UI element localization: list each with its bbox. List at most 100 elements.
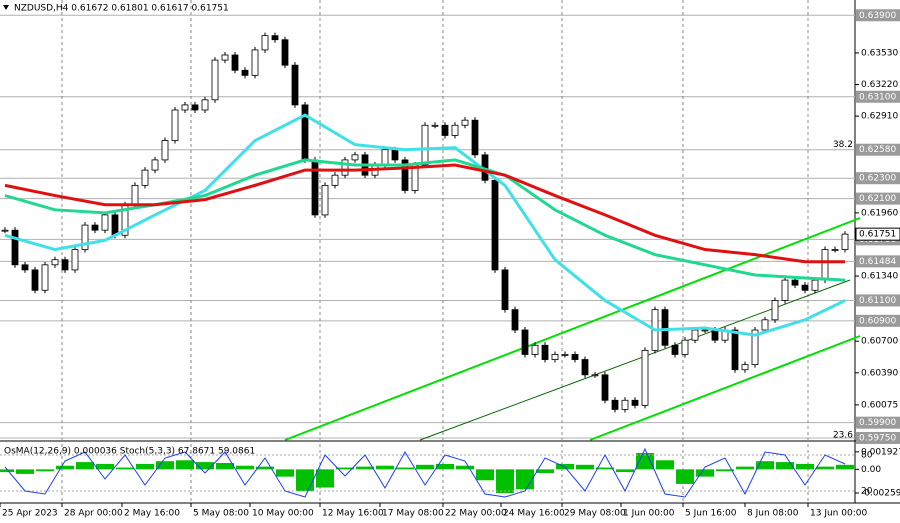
x-tick-label: 1 Jun 00:00 — [623, 509, 675, 519]
osma-bar — [616, 469, 634, 473]
osma-bar — [276, 469, 294, 477]
candle — [171, 109, 179, 141]
level-label-box — [856, 9, 900, 22]
candle — [511, 309, 519, 331]
candle — [701, 329, 709, 332]
candle — [681, 339, 689, 355]
stoch-tick-label: 80 — [861, 451, 873, 461]
y-tick-label: 0.60390 — [861, 368, 898, 378]
candle — [631, 399, 639, 406]
candle — [441, 124, 449, 136]
candle — [381, 149, 389, 166]
candle — [691, 329, 699, 341]
osma-bar — [76, 462, 94, 470]
candle — [111, 214, 119, 236]
osma-bar — [0, 469, 14, 473]
osma-bar — [776, 462, 794, 470]
level-label-box — [856, 255, 900, 268]
level-label-box — [856, 90, 900, 103]
osma-bar — [236, 465, 254, 470]
candle — [391, 149, 399, 161]
indicator-title: OsMA(12,26,9) 0.000036 Stoch(5,3,3) 67.8… — [4, 447, 255, 457]
osma-bar — [536, 469, 554, 473]
candle — [131, 184, 139, 206]
osma-bar — [756, 461, 774, 470]
candle — [301, 104, 309, 161]
level-label: 0.59900 — [859, 418, 896, 428]
candle — [521, 329, 529, 355]
x-tick-label: 25 Apr 2023 — [2, 509, 58, 519]
candle — [731, 329, 739, 371]
osma-bar — [716, 469, 734, 472]
y-tick-label: 0.62910 — [861, 112, 898, 122]
y-tick-label: 0.00 — [861, 465, 881, 475]
osma-bar — [376, 465, 394, 470]
osma-bar — [416, 464, 434, 470]
level-label: 0.60900 — [859, 316, 896, 326]
osma-bar — [36, 469, 54, 472]
candle — [221, 54, 229, 61]
candle — [801, 284, 809, 291]
candle — [821, 249, 829, 281]
candle — [11, 229, 19, 266]
x-tick-label: 8 Jun 08:00 — [747, 509, 799, 519]
osma-bar — [136, 463, 154, 470]
candle — [571, 354, 579, 360]
osma-bar — [216, 463, 234, 470]
x-tick-label: 13 Jun 00:00 — [810, 509, 867, 519]
osma-bar — [156, 461, 174, 470]
collapse-icon — [3, 5, 9, 10]
candle — [91, 224, 99, 231]
channel-lower — [589, 335, 861, 441]
candle — [461, 119, 469, 126]
candle — [541, 344, 549, 360]
candle — [581, 359, 589, 376]
osma-bar — [456, 465, 474, 470]
candle — [531, 344, 539, 355]
candle — [401, 159, 409, 191]
level-label: 0.63900 — [859, 11, 896, 21]
candle — [781, 279, 789, 301]
current-price: 0.61751 — [859, 230, 896, 240]
candle — [251, 49, 259, 76]
candle — [21, 264, 29, 271]
candle — [591, 374, 599, 377]
osma-bar — [396, 467, 414, 470]
candle — [741, 364, 749, 371]
candle — [261, 35, 269, 51]
y-tick-label: -0.002597 — [861, 488, 900, 498]
osma-bar — [96, 463, 114, 470]
osma-bar — [676, 469, 694, 484]
level-label-box — [856, 172, 900, 185]
candle — [601, 374, 609, 401]
candle — [321, 184, 329, 216]
candle — [71, 249, 79, 271]
osma-bar — [196, 462, 214, 470]
osma-bar — [816, 466, 834, 470]
candle — [671, 344, 679, 355]
level-label: 0.61100 — [859, 296, 896, 306]
current-price-box — [855, 227, 900, 241]
candle — [161, 140, 169, 161]
osma-bar — [176, 460, 194, 470]
candle — [501, 269, 509, 311]
candle — [331, 174, 339, 186]
candle — [431, 124, 439, 127]
level-label-box — [856, 314, 900, 327]
candle — [141, 169, 149, 186]
y-tick-label: 0.001927 — [861, 447, 900, 457]
osma-bar — [356, 466, 374, 470]
candle — [791, 279, 799, 286]
osma-bar — [696, 469, 714, 477]
candle — [151, 159, 159, 171]
candle — [241, 69, 249, 76]
candle — [811, 279, 819, 291]
candle — [281, 39, 289, 66]
candle — [641, 349, 649, 406]
x-tick-label: 12 May 16:00 — [322, 509, 384, 519]
candle — [611, 399, 619, 410]
y-tick-label: 0.63530 — [861, 48, 898, 58]
candle — [451, 124, 459, 136]
level-label: 0.62300 — [859, 174, 896, 184]
candle — [561, 354, 569, 356]
